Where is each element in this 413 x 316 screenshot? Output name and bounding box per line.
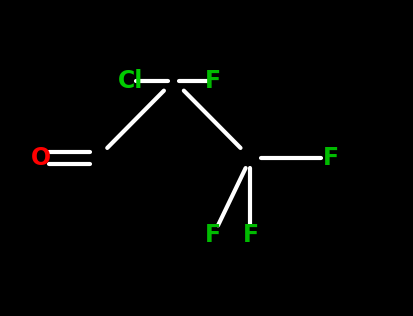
Text: F: F	[323, 146, 338, 170]
Text: O: O	[31, 146, 51, 170]
Text: F: F	[205, 223, 221, 247]
Text: Cl: Cl	[117, 69, 143, 93]
Text: F: F	[242, 223, 258, 247]
Text: F: F	[205, 69, 221, 93]
